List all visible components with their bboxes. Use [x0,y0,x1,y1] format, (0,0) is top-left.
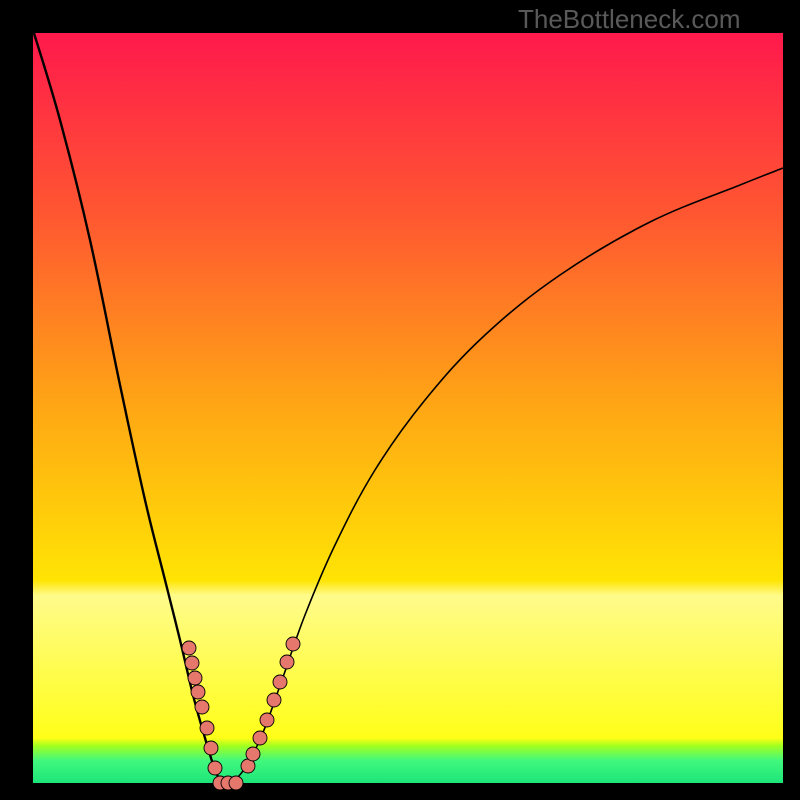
data-marker [182,641,196,655]
data-marker [280,655,294,669]
curve-layer [0,0,800,800]
data-marker [246,747,260,761]
data-marker [286,637,300,651]
chart-stage: TheBottleneck.com [0,0,800,800]
marker-group [182,637,300,790]
data-marker [200,721,214,735]
data-marker [208,761,222,775]
right-curve [232,168,783,783]
data-marker [185,656,199,670]
data-marker [229,776,243,790]
watermark-text: TheBottleneck.com [518,4,741,35]
data-marker [273,675,287,689]
data-marker [188,671,202,685]
data-marker [253,731,267,745]
data-marker [191,685,205,699]
data-marker [260,713,274,727]
data-marker [204,741,218,755]
data-marker [267,693,281,707]
data-marker [195,700,209,714]
